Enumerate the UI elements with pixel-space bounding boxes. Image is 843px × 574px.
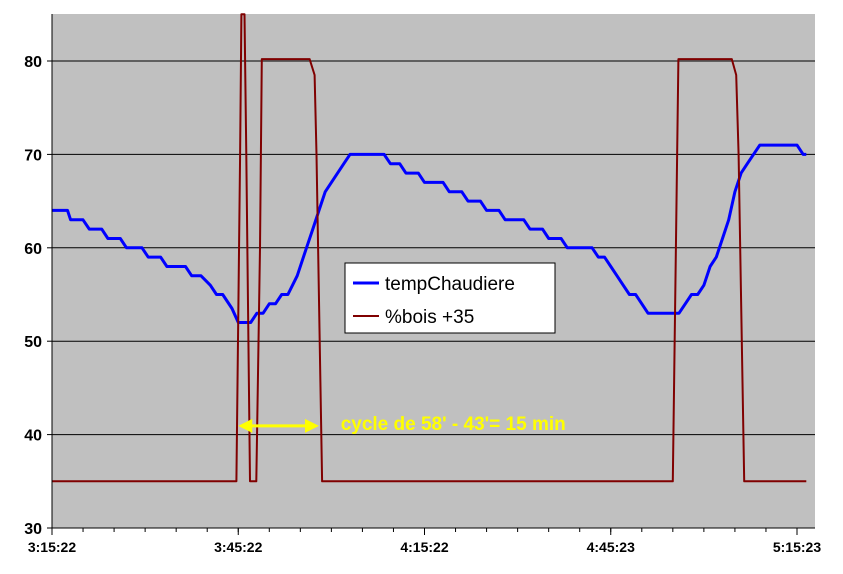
y-tick-label: 50 xyxy=(24,334,42,351)
annotation-arrow-head-left xyxy=(238,418,253,433)
series-line-bois xyxy=(52,13,807,483)
x-tick-label: 4:15:22 xyxy=(400,539,448,555)
annotation-text: cycle de 58' - 43'= 15 min xyxy=(341,414,566,435)
annotation-arrow-head-right xyxy=(304,418,319,433)
y-tick-label: 40 xyxy=(24,428,42,445)
y-tick-label: 80 xyxy=(24,54,42,71)
y-tick-label: 60 xyxy=(24,241,42,258)
x-tick-label: 5:15:23 xyxy=(773,539,821,555)
y-tick-label: 30 xyxy=(24,521,42,538)
legend-box xyxy=(344,262,556,334)
x-tick-label: 3:45:22 xyxy=(214,539,262,555)
x-tick-label: 4:45:23 xyxy=(587,539,635,555)
legend-label: tempChaudiere xyxy=(385,274,515,295)
y-tick-label: 70 xyxy=(24,147,42,164)
series-line-tempchaudiere xyxy=(52,143,807,324)
x-tick-label: 3:15:22 xyxy=(28,539,76,555)
legend-label: %bois +35 xyxy=(385,307,474,328)
